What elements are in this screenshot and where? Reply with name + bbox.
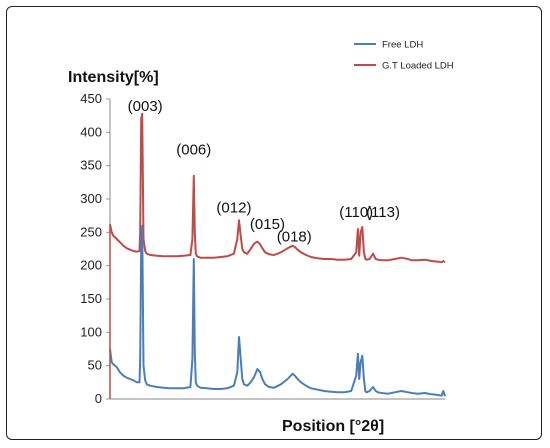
legend: Free LDH G.T Loaded LDH xyxy=(354,40,454,72)
series-line-gt-loaded-ldh xyxy=(109,112,446,264)
y-tick-label: 100 xyxy=(80,324,102,339)
y-tick-label: 400 xyxy=(80,124,102,139)
legend-label: Free LDH xyxy=(382,40,423,51)
y-tick-label: 350 xyxy=(80,158,102,173)
y-tick-label: 0 xyxy=(95,391,102,406)
legend-label: G.T Loaded LDH xyxy=(382,61,454,72)
peak-label: (015) xyxy=(250,216,285,233)
y-axis: 0 50 100 150 200 250 300 350 400 450 xyxy=(80,91,445,406)
y-tick-label: 200 xyxy=(80,258,102,273)
peak-label: (003) xyxy=(128,98,163,115)
y-axis-label: Intensity[%] xyxy=(68,69,159,86)
y-tick-label: 300 xyxy=(80,191,102,206)
y-tick-label: 50 xyxy=(88,358,102,373)
y-tick-label: 250 xyxy=(80,224,102,239)
series-line-free-ldh xyxy=(109,224,446,397)
y-tick-label: 450 xyxy=(80,91,102,106)
chart-frame xyxy=(6,6,542,440)
peak-label: (018) xyxy=(277,229,312,246)
peak-annotations: (003) (006) (012)(015)(018) (110)(113) xyxy=(128,98,400,246)
peak-label: (110) xyxy=(339,204,373,221)
series-lines xyxy=(109,112,446,399)
peak-label: (113) xyxy=(366,204,400,221)
x-axis-label: Position [°2θ] xyxy=(282,418,384,435)
peak-label: (006) xyxy=(176,141,211,158)
peak-label: (012) xyxy=(216,199,251,216)
y-tick-label: 150 xyxy=(80,291,102,306)
